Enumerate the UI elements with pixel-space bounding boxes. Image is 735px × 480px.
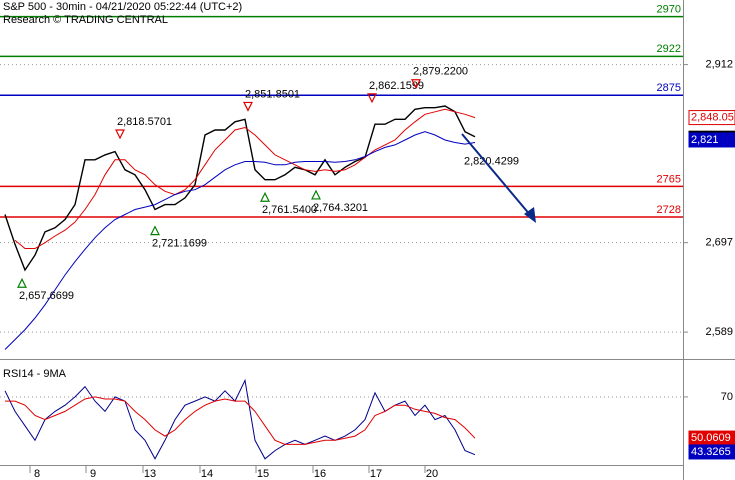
level-label: 2728: [657, 204, 681, 216]
annotation-label: 2,818.5701: [117, 116, 172, 128]
high-marker: [115, 129, 125, 140]
annotation-label: 2,764.3201: [313, 202, 368, 214]
low-marker: [311, 189, 321, 200]
price-tag: [688, 444, 735, 460]
forecast-arrowhead: [524, 207, 536, 223]
level-label: 2875: [657, 82, 681, 94]
high-marker: [243, 101, 253, 112]
level-label: 2922: [657, 43, 681, 55]
y-tick-label: 2,589: [705, 326, 733, 338]
series-line: [14, 108, 476, 249]
x-tick-label: 20: [426, 468, 438, 480]
low-marker: [17, 277, 27, 288]
series-line: [4, 131, 476, 350]
x-tick-label: 9: [90, 468, 96, 480]
series-line: [4, 378, 476, 460]
annotation-label: 2,657.6699: [19, 290, 74, 302]
chart-subtitle: Research © TRADING CENTRAL: [3, 14, 168, 26]
y-tick-label: 2,912: [705, 59, 733, 71]
low-marker: [150, 225, 160, 236]
price-tag: [688, 110, 735, 126]
level-label: 2970: [657, 3, 681, 15]
annotation-label: 2,879.2200: [413, 66, 468, 78]
series-line: [4, 105, 476, 272]
price-tag-label: 2,821: [691, 134, 719, 146]
annotation-label: 2,761.5400: [262, 204, 317, 216]
y-tick-label: 70: [721, 391, 733, 403]
x-tick-label: 16: [314, 468, 326, 480]
x-tick-label: 17: [370, 468, 382, 480]
level-label: 2765: [657, 173, 681, 185]
annotation-label: 2,721.1699: [152, 238, 207, 250]
annotation-label: 2,851.8501: [245, 88, 300, 100]
chart-title: S&P 500 - 30min - 04/21/2020 05:22:44 (U…: [3, 1, 242, 13]
plot-layer: 2,912 2,697 2,589 2970 2922 2875 2765 2728 2,657…: [0, 3, 735, 480]
annotation-label: 2,862.1599: [369, 80, 424, 92]
annotation-label: 2,820.4299: [464, 155, 519, 167]
forecast-arrow: [461, 133, 532, 217]
price-tag-label: 2,848.05: [691, 111, 734, 123]
high-marker: [411, 79, 421, 90]
low-marker: [260, 191, 270, 202]
price-tag-label: 50.0609: [691, 432, 731, 444]
price-tag: [688, 132, 735, 148]
high-marker: [367, 93, 377, 104]
x-tick-label: 14: [201, 468, 213, 480]
price-tag-label: 43.3265: [691, 446, 731, 458]
x-tick-label: 8: [34, 468, 40, 480]
x-tick-label: 15: [257, 468, 269, 480]
x-tick-label: 13: [144, 468, 156, 480]
panel-title: RSI14 - 9MA: [3, 368, 67, 380]
series-line: [5, 396, 476, 445]
y-tick-label: 2,697: [705, 237, 733, 249]
